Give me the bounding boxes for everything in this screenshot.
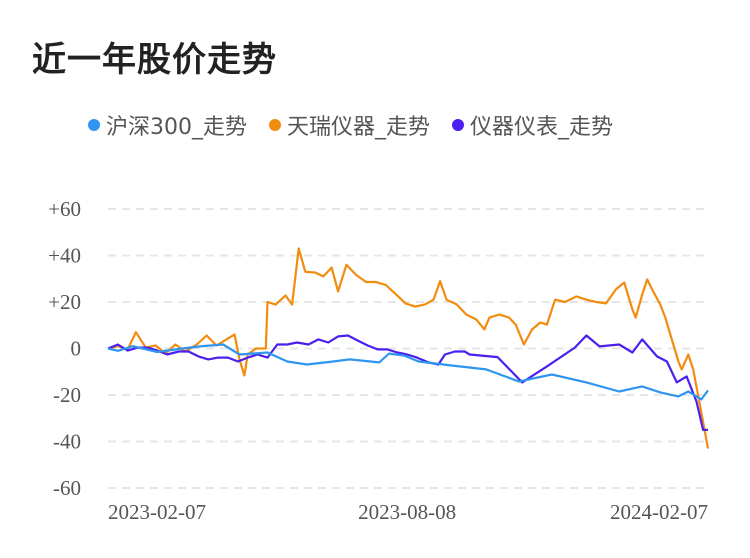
y-tick-label: -20 [53,383,81,407]
series-line-1 [107,247,710,449]
y-tick-label: -60 [53,476,81,500]
y-tick-label: -40 [53,430,81,454]
y-tick-label: +20 [48,290,81,314]
series-line-2 [107,334,708,431]
legend-label: 天瑞仪器_走势 [287,115,431,140]
legend: 沪深300_走势 天瑞仪器_走势 仪器仪表_走势 [88,109,613,141]
x-tick-label: 2023-08-08 [358,500,456,524]
y-tick-label: +40 [48,244,81,268]
chart-title: 近一年股价走势 [32,40,277,80]
legend-item-instruments[interactable]: 仪器仪表_走势 [452,109,613,141]
series-line-0 [107,343,709,401]
legend-dot [269,119,281,131]
x-tick-label: 2024-02-07 [610,500,708,524]
y-tick-label: 0 [71,337,82,361]
legend-item-csi300[interactable]: 沪深300_走势 [88,109,247,141]
legend-label: 仪器仪表_走势 [470,115,614,140]
x-tick-label: 2023-02-07 [108,500,206,524]
legend-item-tianrui[interactable]: 天瑞仪器_走势 [269,109,430,141]
legend-dot [88,119,100,131]
legend-label: 沪深300_走势 [106,115,247,140]
y-tick-label: +60 [48,197,81,221]
legend-dot [452,119,465,131]
